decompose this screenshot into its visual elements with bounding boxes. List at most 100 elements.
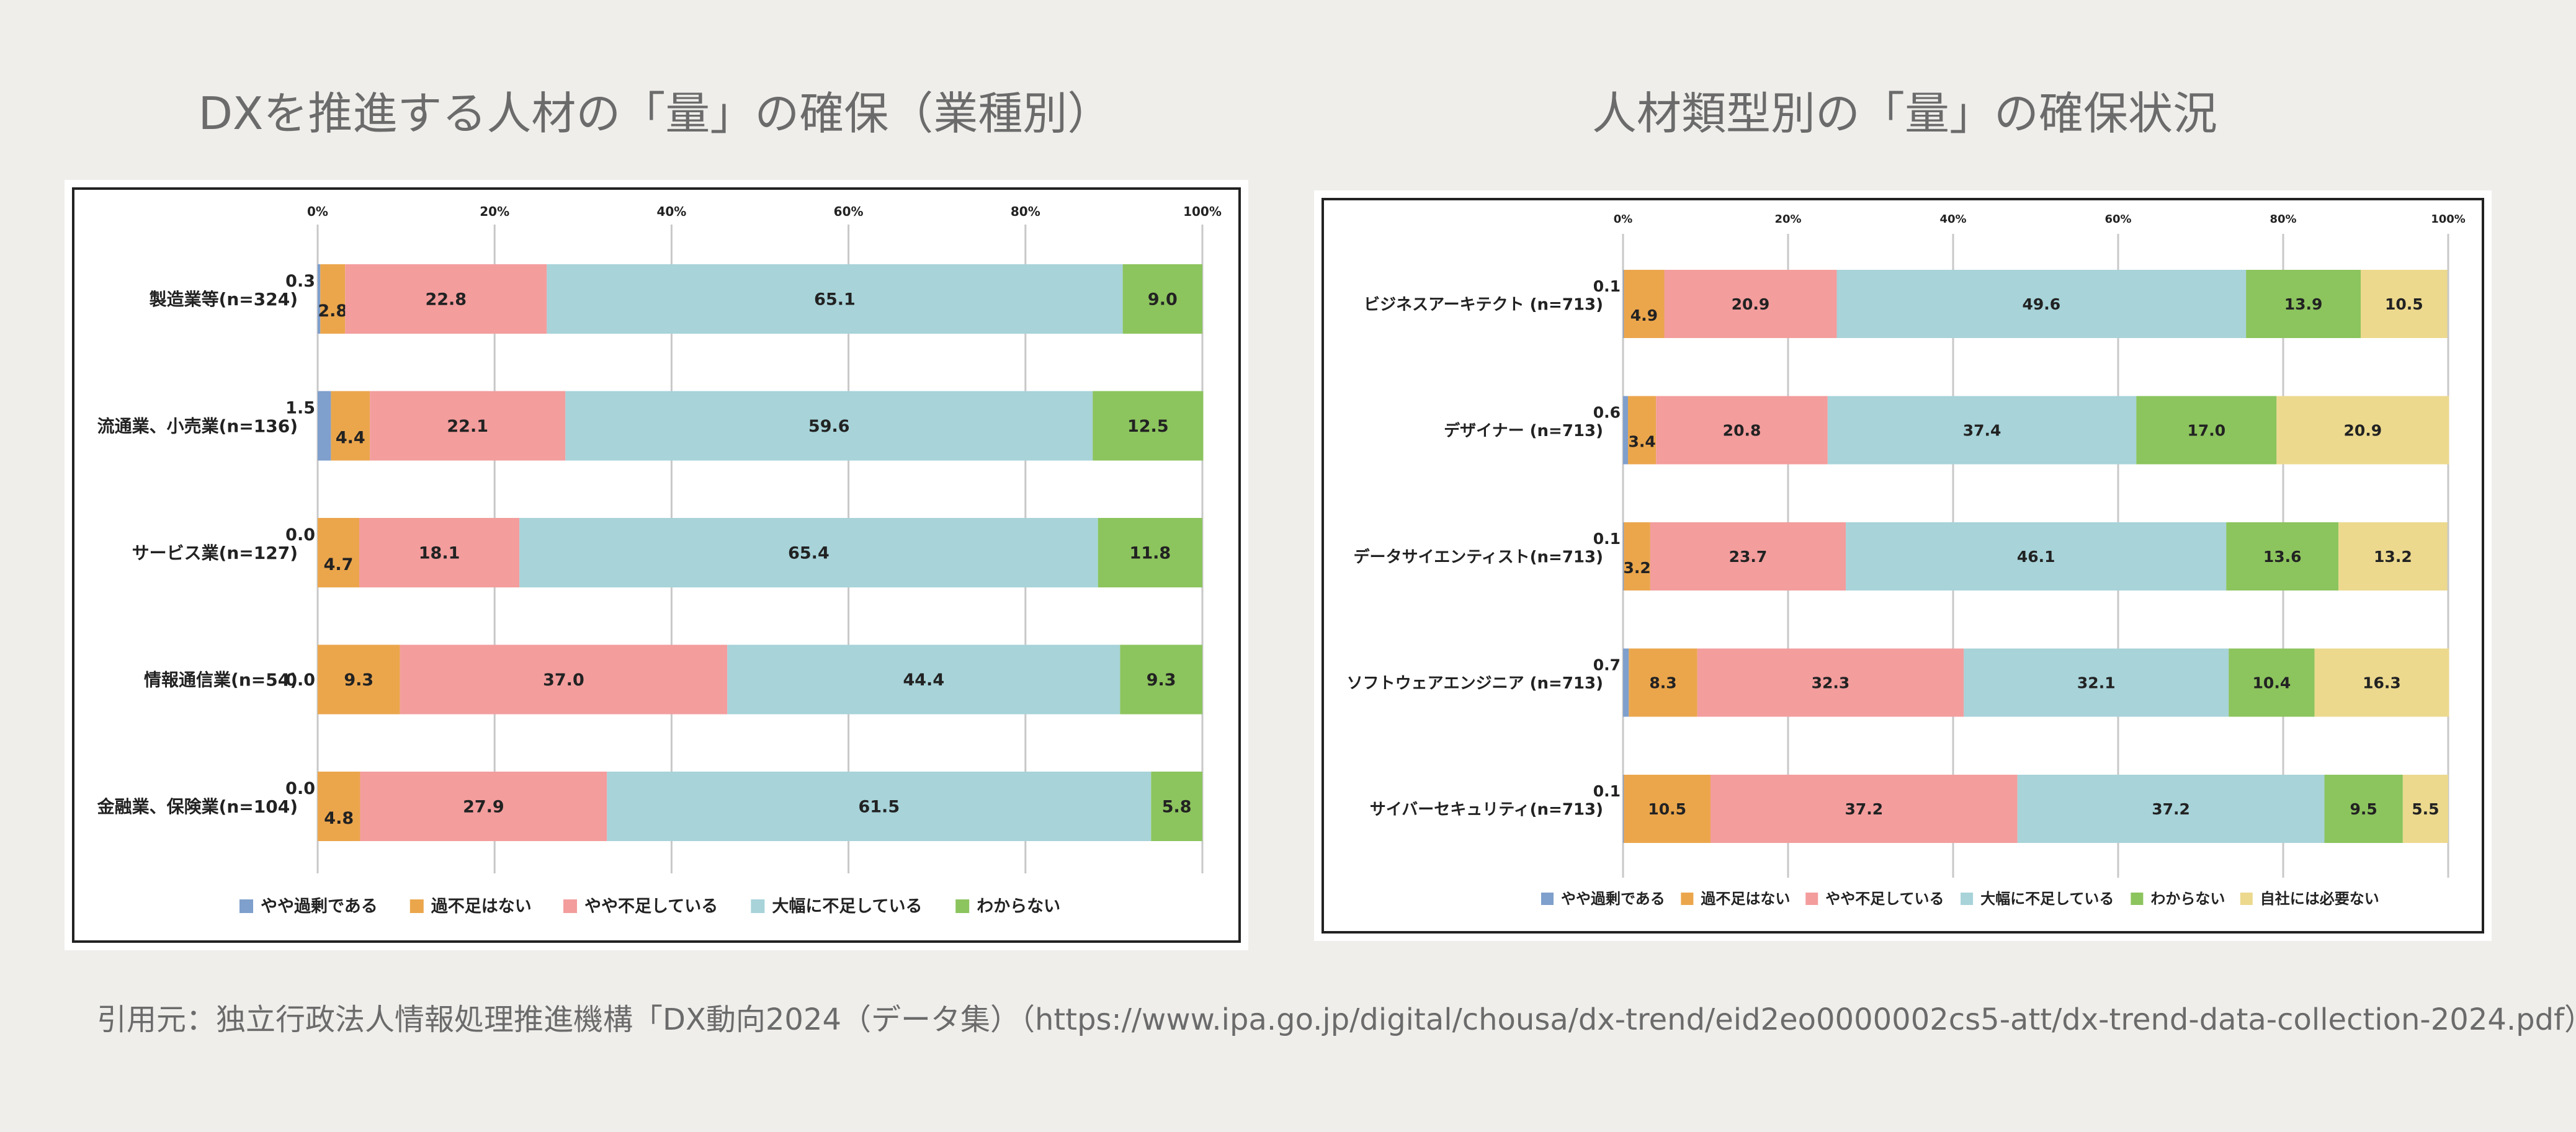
data-label: 17.0: [2187, 422, 2225, 440]
data-label: 13.9: [2284, 295, 2323, 313]
legend-label: やや不足している: [1825, 890, 1944, 907]
category-label: サイバーセキュリティ(n=713): [1370, 800, 1603, 819]
legend-item: やや過剰である: [239, 897, 378, 916]
bar-segment: [1623, 648, 1629, 717]
bar-segment: [1624, 270, 1665, 338]
legend-item: 自社には必要ない: [2240, 890, 2379, 907]
legend-item: やや不足している: [1805, 890, 1944, 907]
data-label: 0.1: [1593, 782, 1621, 800]
category-label: デザイナー (n=713): [1444, 421, 1603, 440]
data-label: 4.4: [336, 428, 365, 447]
data-label: 9.0: [1148, 290, 1178, 310]
data-label: 9.5: [2350, 800, 2377, 818]
bar-segment: [1846, 522, 2227, 591]
bar-segment: [370, 391, 566, 461]
data-label: 0.7: [1593, 656, 1621, 674]
bar-segment: [1656, 396, 1828, 465]
data-label: 20.9: [1732, 295, 1770, 313]
data-label: 20.9: [2344, 422, 2382, 440]
x-tick-label: 40%: [1939, 213, 1966, 226]
bar-segment: [360, 772, 607, 841]
bar-segment: [1098, 518, 1202, 587]
chart-title-role: 人材類型別の「量」の確保状況: [1591, 87, 2217, 140]
legend-item: わからない: [2131, 890, 2225, 907]
data-label: 44.4: [903, 671, 944, 690]
legend-item: 大幅に不足している: [1961, 890, 2114, 907]
legend-label: 過不足はない: [1701, 890, 1790, 907]
data-label: 0.1: [1593, 277, 1621, 295]
data-label: 1.5: [285, 398, 315, 417]
x-tick-label: 0%: [1614, 213, 1633, 226]
legend-label: 自社には必要ない: [2260, 890, 2379, 907]
bar-segment: [1624, 522, 1650, 591]
legend-swatch: [239, 899, 253, 913]
legend-swatch: [1805, 893, 1818, 905]
data-label: 16.3: [2363, 674, 2401, 692]
chart-panel-industry: 0% 20% 40% 60% 80% 100% 製造業等(n=324) 0.3 2.8 22.8 6…: [65, 180, 1248, 950]
bar-segment: [565, 391, 1093, 461]
legend-swatch: [2240, 893, 2253, 905]
stacked-bar-chart-role: 0% 20% 40% 60% 80% 100%ビジネスアーキテクト (n=713)0.14…: [1322, 198, 2484, 934]
bar-segment: [400, 644, 728, 715]
data-label: 10.5: [2385, 295, 2423, 313]
data-label: 9.3: [1147, 671, 1176, 690]
bar-segment: [607, 772, 1152, 841]
data-label: 2.8: [318, 301, 347, 321]
data-label: 0.0: [285, 671, 315, 690]
x-tick-label: 20%: [480, 204, 509, 219]
bar-segment: [547, 264, 1123, 334]
bar-segment: [318, 391, 331, 461]
bar-segment: [2136, 396, 2277, 465]
bar-segment: [1623, 775, 1624, 843]
bar-segment: [1623, 396, 1628, 465]
data-label: 22.8: [425, 290, 467, 310]
data-label: 27.9: [463, 798, 504, 817]
bar-segment: [1650, 522, 1846, 591]
legend-label: 過不足はない: [431, 897, 532, 916]
data-label: 49.6: [2022, 295, 2060, 313]
category-label: サービス業(n=127): [132, 543, 298, 563]
x-tick-label: 80%: [1011, 204, 1040, 219]
bar-segment: [345, 264, 547, 334]
bar-segment: [2226, 522, 2339, 591]
x-tick-label: 80%: [2270, 213, 2296, 226]
bar-segment: [1624, 775, 1711, 843]
data-label: 37.0: [543, 671, 584, 690]
legend-label: やや過剰である: [1561, 890, 1665, 907]
bar-segment: [1697, 648, 1964, 717]
category-label: 製造業等(n=324): [150, 289, 298, 310]
legend-item: 大幅に不足している: [751, 897, 923, 916]
data-label: 3.4: [1628, 433, 1655, 451]
bar-segment: [1964, 648, 2229, 717]
data-label: 65.4: [788, 544, 830, 563]
data-label: 37.2: [2152, 800, 2190, 818]
bar-segment: [359, 518, 520, 587]
data-label: 61.5: [858, 798, 900, 817]
chart-panel-role: 0% 20% 40% 60% 80% 100% ビジネスアーキテクト (n=713) 0.1 4…: [1314, 190, 2492, 941]
bar-segment: [1120, 644, 1202, 715]
legend-swatch: [751, 899, 765, 913]
legend-item: 過不足はない: [409, 897, 532, 916]
legend-item: 過不足はない: [1681, 890, 1790, 907]
data-label: 4.7: [324, 555, 354, 574]
bar-segment: [331, 391, 370, 461]
bar-segment: [2402, 775, 2448, 843]
bar-segment: [2361, 270, 2448, 338]
legend-label: わからない: [977, 897, 1060, 916]
chart-title-industry: DXを推進する人材の「量」の確保（業種別）: [198, 87, 1112, 140]
bar-segment: [1623, 522, 1624, 591]
data-label: 8.3: [1649, 674, 1676, 692]
legend-label: 大幅に不足している: [1980, 890, 2114, 907]
x-tick-label: 20%: [1774, 213, 1801, 226]
data-label: 0.6: [1593, 404, 1621, 422]
legend-label: わからない: [2150, 890, 2225, 907]
data-label: 0.1: [1593, 530, 1621, 548]
bar-segment: [1093, 391, 1204, 461]
x-tick-label: 100%: [2431, 213, 2466, 226]
data-label: 12.5: [1127, 417, 1169, 436]
data-label: 3.2: [1623, 559, 1650, 577]
data-label: 4.8: [324, 809, 354, 828]
bar-segment: [318, 518, 360, 587]
legend-item: やや不足している: [563, 897, 718, 916]
category-label: ビジネスアーキテクト (n=713): [1364, 295, 1603, 314]
